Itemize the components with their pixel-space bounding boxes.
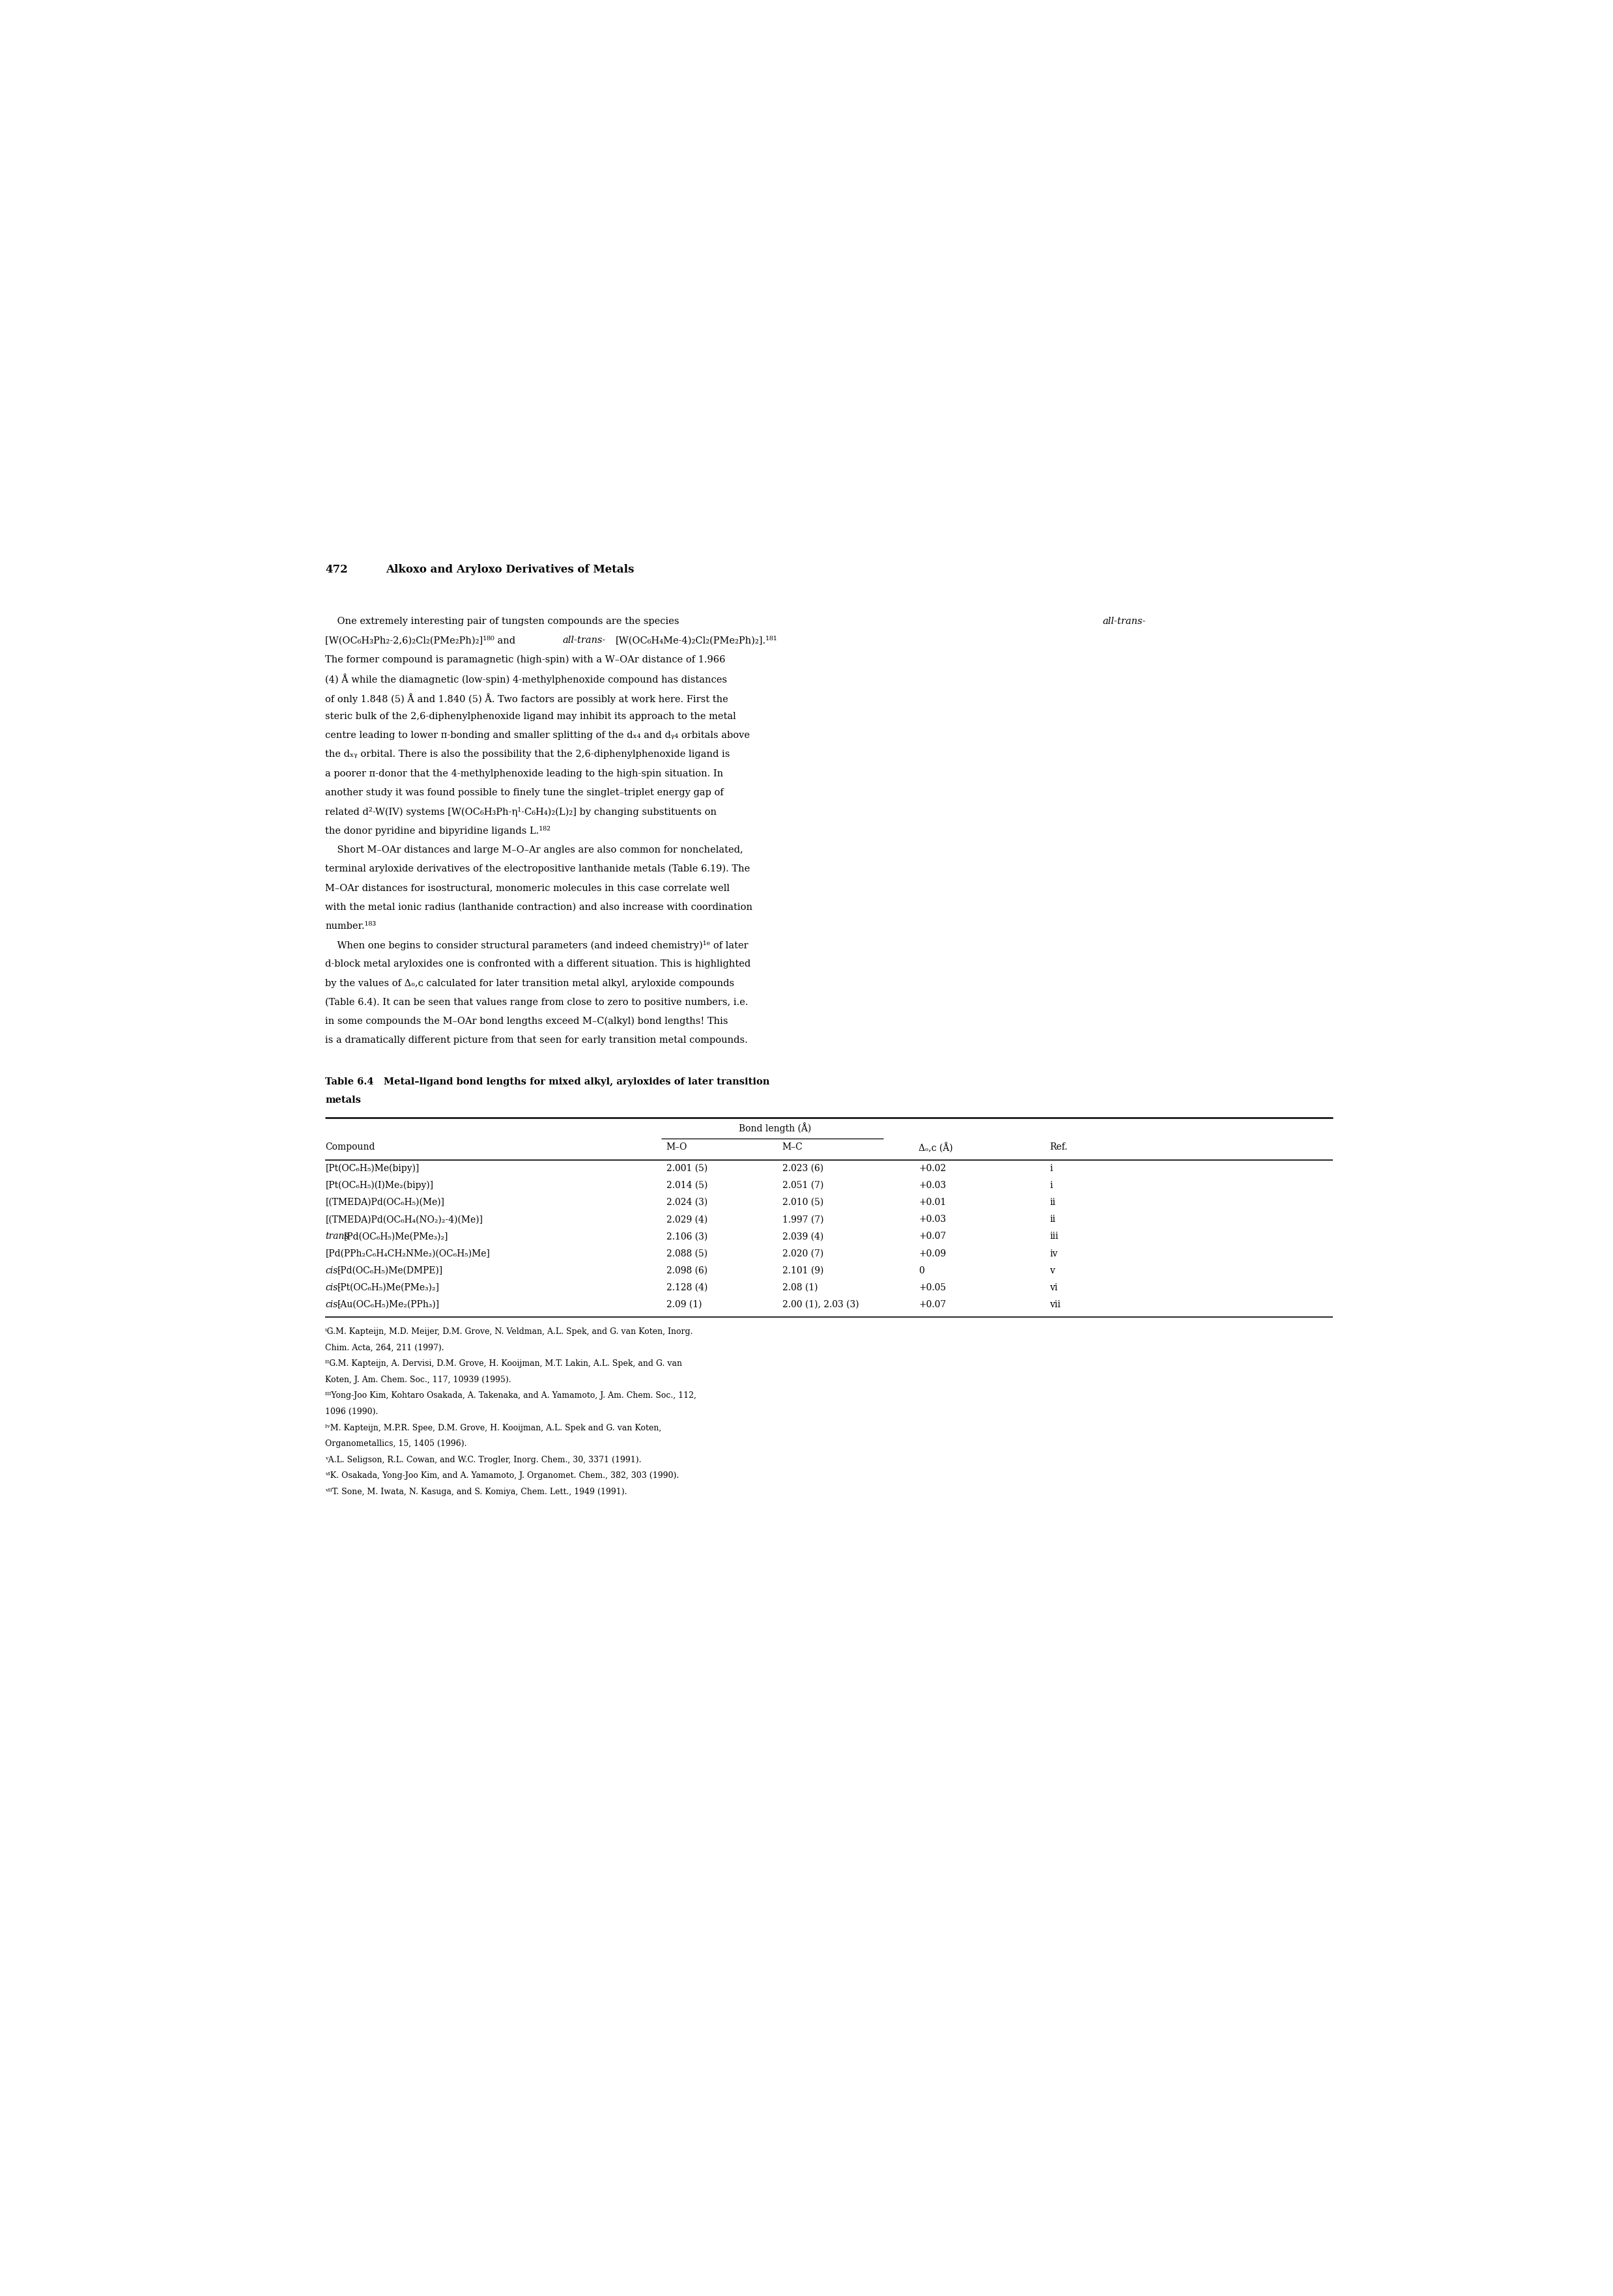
Text: 2.09 (1): 2.09 (1) [666,1300,702,1309]
Text: (Table 6.4). It can be seen that values range from close to zero to positive num: (Table 6.4). It can be seen that values … [326,999,748,1008]
Text: 2.00 (1), 2.03 (3): 2.00 (1), 2.03 (3) [782,1300,858,1309]
Text: centre leading to lower π-bonding and smaller splitting of the dₓ₄ and dᵧ₄ orbit: centre leading to lower π-bonding and sm… [326,730,750,739]
Text: cis-: cis- [326,1283,340,1293]
Text: 0: 0 [918,1265,924,1274]
Text: vii: vii [1050,1300,1061,1309]
Text: [Pt(OC₆H₅)(I)Me₂(bipy)]: [Pt(OC₆H₅)(I)Me₂(bipy)] [326,1180,434,1189]
Text: 2.101 (9): 2.101 (9) [782,1265,824,1274]
Text: +0.09: +0.09 [918,1249,945,1258]
Text: [Pd(OC₆H₅)Me(DMPE)]: [Pd(OC₆H₅)Me(DMPE)] [337,1265,444,1274]
Text: ᵛA.L. Seligson, R.L. Cowan, and W.C. Trogler, Inorg. Chem., 30, 3371 (1991).: ᵛA.L. Seligson, R.L. Cowan, and W.C. Tro… [326,1456,642,1465]
Text: 2.010 (5): 2.010 (5) [782,1199,824,1208]
Text: in some compounds the M–OAr bond lengths exceed M–C(alkyl) bond lengths! This: in some compounds the M–OAr bond lengths… [326,1017,727,1026]
Text: cis-: cis- [326,1265,340,1274]
Text: Δₒ,ᴄ (Å): Δₒ,ᴄ (Å) [918,1143,953,1153]
Text: 1096 (1990).: 1096 (1990). [326,1407,379,1417]
Text: Chim. Acta, 264, 211 (1997).: Chim. Acta, 264, 211 (1997). [326,1343,444,1352]
Text: vi: vi [1050,1283,1058,1293]
Text: The former compound is paramagnetic (high-spin) with a W–OAr distance of 1.966: The former compound is paramagnetic (hig… [326,654,726,664]
Text: a poorer π-donor that the 4-methylphenoxide leading to the high-spin situation. : a poorer π-donor that the 4-methylphenox… [326,769,724,778]
Text: [Au(OC₆H₅)Me₂(PPh₃)]: [Au(OC₆H₅)Me₂(PPh₃)] [337,1300,440,1309]
Text: 2.020 (7): 2.020 (7) [782,1249,824,1258]
Text: all-trans-: all-trans- [563,636,606,645]
Text: ᵛᴵK. Osakada, Yong-Joo Kim, and A. Yamamoto, J. Organomet. Chem., 382, 303 (1990: ᵛᴵK. Osakada, Yong-Joo Kim, and A. Yamam… [326,1472,679,1481]
Text: +0.02: +0.02 [918,1164,945,1173]
Text: 2.098 (6): 2.098 (6) [666,1265,706,1274]
Text: (4) Å while the diamagnetic (low-spin) 4-methylphenoxide compound has distances: (4) Å while the diamagnetic (low-spin) 4… [326,673,727,684]
Text: is a dramatically different picture from that seen for early transition metal co: is a dramatically different picture from… [326,1035,748,1045]
Text: When one begins to consider structural parameters (and indeed chemistry)¹ᵉ of la: When one begins to consider structural p… [326,941,748,951]
Text: [(TMEDA)Pd(OC₆H₄(NO₂)₂-4)(Me)]: [(TMEDA)Pd(OC₆H₄(NO₂)₂-4)(Me)] [326,1215,482,1224]
Text: ᴵᵛM. Kapteijn, M.P.R. Spee, D.M. Grove, H. Kooijman, A.L. Spek and G. van Koten,: ᴵᵛM. Kapteijn, M.P.R. Spee, D.M. Grove, … [326,1424,661,1433]
Text: [(TMEDA)Pd(OC₆H₅)(Me)]: [(TMEDA)Pd(OC₆H₅)(Me)] [326,1199,445,1208]
Text: 2.128 (4): 2.128 (4) [666,1283,708,1293]
Text: 2.051 (7): 2.051 (7) [782,1180,824,1189]
Text: steric bulk of the 2,6-diphenylphenoxide ligand may inhibit its approach to the : steric bulk of the 2,6-diphenylphenoxide… [326,712,736,721]
Text: ii: ii [1050,1199,1055,1208]
Text: Organometallics, 15, 1405 (1996).: Organometallics, 15, 1405 (1996). [326,1440,468,1449]
Text: iii: iii [1050,1233,1058,1242]
Text: M–O: M–O [666,1143,687,1153]
Text: Short M–OAr distances and large M–O–Ar angles are also common for nonchelated,: Short M–OAr distances and large M–O–Ar a… [326,845,744,854]
Text: d-block metal aryloxides one is confronted with a different situation. This is h: d-block metal aryloxides one is confront… [326,960,752,969]
Text: +0.01: +0.01 [918,1199,947,1208]
Text: the donor pyridine and bipyridine ligands L.¹⁸²: the donor pyridine and bipyridine ligand… [326,827,550,836]
Text: [W(OC₆H₄Me-4)₂Cl₂(PMe₂Ph)₂].¹⁸¹: [W(OC₆H₄Me-4)₂Cl₂(PMe₂Ph)₂].¹⁸¹ [616,636,777,645]
Text: 2.08 (1): 2.08 (1) [782,1283,818,1293]
Text: ᴵᴵG.M. Kapteijn, A. Dervisi, D.M. Grove, H. Kooijman, M.T. Lakin, A.L. Spek, and: ᴵᴵG.M. Kapteijn, A. Dervisi, D.M. Grove,… [326,1359,682,1368]
Text: v: v [1050,1265,1055,1274]
Text: cis-: cis- [326,1300,340,1309]
Text: all-trans-: all-trans- [1103,618,1147,627]
Text: 472: 472 [326,565,348,574]
Text: 2.014 (5): 2.014 (5) [666,1180,708,1189]
Text: 2.001 (5): 2.001 (5) [666,1164,708,1173]
Text: ⁱG.M. Kapteijn, M.D. Meijer, D.M. Grove, N. Veldman, A.L. Spek, and G. van Koten: ⁱG.M. Kapteijn, M.D. Meijer, D.M. Grove,… [326,1327,694,1336]
Text: 2.029 (4): 2.029 (4) [666,1215,708,1224]
Text: another study it was found possible to finely tune the singlet–triplet energy ga: another study it was found possible to f… [326,788,724,797]
Text: 2.088 (5): 2.088 (5) [666,1249,706,1258]
Text: trans-: trans- [326,1233,352,1242]
Text: number.¹⁸³: number.¹⁸³ [326,921,376,930]
Text: with the metal ionic radius (lanthanide contraction) and also increase with coor: with the metal ionic radius (lanthanide … [326,902,753,912]
Text: Compound: Compound [326,1143,376,1153]
Text: 2.024 (3): 2.024 (3) [666,1199,708,1208]
Text: ᴵᴵᴵYong-Joo Kim, Kohtaro Osakada, A. Takenaka, and A. Yamamoto, J. Am. Chem. Soc: ᴵᴵᴵYong-Joo Kim, Kohtaro Osakada, A. Tak… [326,1391,697,1401]
Text: Ref.: Ref. [1050,1143,1068,1153]
Text: iv: iv [1050,1249,1058,1258]
Text: +0.03: +0.03 [918,1215,945,1224]
Text: +0.03: +0.03 [918,1180,945,1189]
Text: Bond length (Å): Bond length (Å) [739,1123,811,1134]
Text: ᵛᴵᴵT. Sone, M. Iwata, N. Kasuga, and S. Komiya, Chem. Lett., 1949 (1991).: ᵛᴵᴵT. Sone, M. Iwata, N. Kasuga, and S. … [326,1488,627,1497]
Text: 2.106 (3): 2.106 (3) [666,1233,708,1242]
Text: [Pt(OC₆H₅)Me(bipy)]: [Pt(OC₆H₅)Me(bipy)] [326,1164,419,1173]
Text: Koten, J. Am. Chem. Soc., 117, 10939 (1995).: Koten, J. Am. Chem. Soc., 117, 10939 (19… [326,1375,511,1384]
Text: metals: metals [326,1095,361,1104]
Text: [Pt(OC₆H₅)Me(PMe₃)₂]: [Pt(OC₆H₅)Me(PMe₃)₂] [337,1283,440,1293]
Text: of only 1.848 (5) Å and 1.840 (5) Å. Two factors are possibly at work here. Firs: of only 1.848 (5) Å and 1.840 (5) Å. Two… [326,693,729,705]
Text: +0.05: +0.05 [918,1283,945,1293]
Text: related d²-W(IV) systems [W(OC₆H₃Ph-η¹-C₆H₄)₂(L)₂] by changing substituents on: related d²-W(IV) systems [W(OC₆H₃Ph-η¹-C… [326,808,716,817]
Text: i: i [1050,1180,1053,1189]
Text: by the values of Δₒ,ᴄ calculated for later transition metal alkyl, aryloxide com: by the values of Δₒ,ᴄ calculated for lat… [326,978,734,987]
Text: 2.023 (6): 2.023 (6) [782,1164,823,1173]
Text: Alkoxo and Aryloxo Derivatives of Metals: Alkoxo and Aryloxo Derivatives of Metals [386,565,634,574]
Text: terminal aryloxide derivatives of the electropositive lanthanide metals (Table 6: terminal aryloxide derivatives of the el… [326,863,750,875]
Text: +0.07: +0.07 [918,1300,947,1309]
Text: 2.039 (4): 2.039 (4) [782,1233,824,1242]
Text: ii: ii [1050,1215,1055,1224]
Text: One extremely interesting pair of tungsten compounds are the species: One extremely interesting pair of tungst… [326,618,682,627]
Text: the dₓᵧ orbital. There is also the possibility that the 2,6-diphenylphenoxide li: the dₓᵧ orbital. There is also the possi… [326,751,731,760]
Text: M–OAr distances for isostructural, monomeric molecules in this case correlate we: M–OAr distances for isostructural, monom… [326,884,729,893]
Text: 1.997 (7): 1.997 (7) [782,1215,824,1224]
Text: i: i [1050,1164,1053,1173]
Text: +0.07: +0.07 [918,1233,947,1242]
Text: [W(OC₆H₃Ph₂-2,6)₂Cl₂(PMe₂Ph)₂]¹⁸⁰ and: [W(OC₆H₃Ph₂-2,6)₂Cl₂(PMe₂Ph)₂]¹⁸⁰ and [326,636,519,645]
Text: [Pd(OC₆H₅)Me(PMe₃)₂]: [Pd(OC₆H₅)Me(PMe₃)₂] [344,1233,448,1242]
Text: [Pd(PPh₂C₆H₄CH₂NMe₂)(OC₆H₅)Me]: [Pd(PPh₂C₆H₄CH₂NMe₂)(OC₆H₅)Me] [326,1249,490,1258]
Text: M–C: M–C [782,1143,803,1153]
Text: Table 6.4   Metal–ligand bond lengths for mixed alkyl, aryloxides of later trans: Table 6.4 Metal–ligand bond lengths for … [326,1077,769,1086]
